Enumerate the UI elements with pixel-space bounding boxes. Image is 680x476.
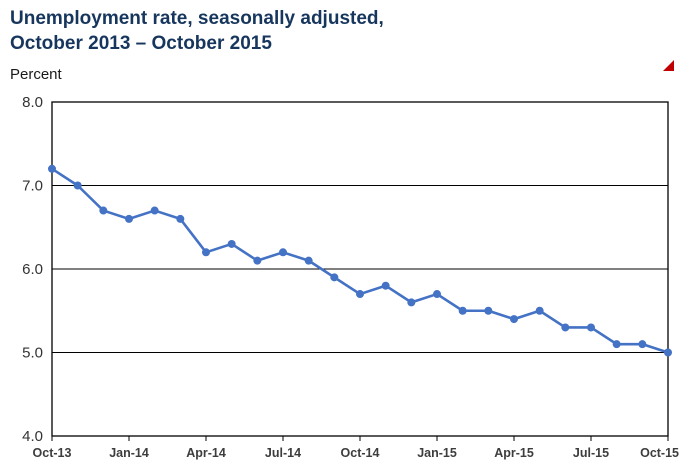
data-point [356,290,364,299]
data-point [535,306,544,315]
data-point [125,214,133,223]
x-tick-label: Oct-13 [33,446,72,460]
data-point [150,206,159,215]
x-tick-label: Jul-15 [573,446,609,460]
data-point [407,298,416,307]
y-tick-label: 7.0 [22,178,43,195]
data-point [664,348,672,357]
data-point [638,340,647,349]
data-point [48,164,56,173]
x-tick-label: Oct-15 [640,446,679,460]
data-point [484,306,493,315]
y-tick-label: 4.0 [22,428,43,445]
data-point [73,181,82,190]
x-tick-label: Apr-15 [494,446,534,460]
data-point [279,248,287,257]
y-tick-label: 6.0 [22,261,43,278]
y-tick-label: 5.0 [22,345,43,362]
data-point [612,340,621,349]
data-point [176,214,185,223]
chart-title-line-2: October 2013 – October 2015 [10,33,272,54]
y-axis-unit-label: Percent [10,66,62,83]
x-tick-label: Oct-14 [341,446,380,460]
y-tick-label: 8.0 [22,94,43,111]
data-point [458,306,467,315]
data-point [304,256,313,265]
data-point [253,256,262,265]
trend-line [50,167,670,354]
data-point [510,315,518,324]
chart-title: Unemployment rate, seasonally adjusted, … [10,6,384,56]
data-point [227,239,236,248]
chart-title-line-1: Unemployment rate, seasonally adjusted, [10,8,384,29]
x-tick-label: Jul-14 [265,446,301,460]
x-tick-label: Apr-14 [186,446,226,460]
red-triangle-marker [663,60,674,71]
data-point [330,273,339,282]
data-point [99,206,108,215]
data-point [381,281,390,290]
data-point [587,323,595,332]
x-tick-label: Jan-15 [417,446,457,460]
data-point [202,248,210,257]
data-point [561,323,570,332]
data-point [433,290,441,299]
x-tick-label: Jan-14 [109,446,149,460]
